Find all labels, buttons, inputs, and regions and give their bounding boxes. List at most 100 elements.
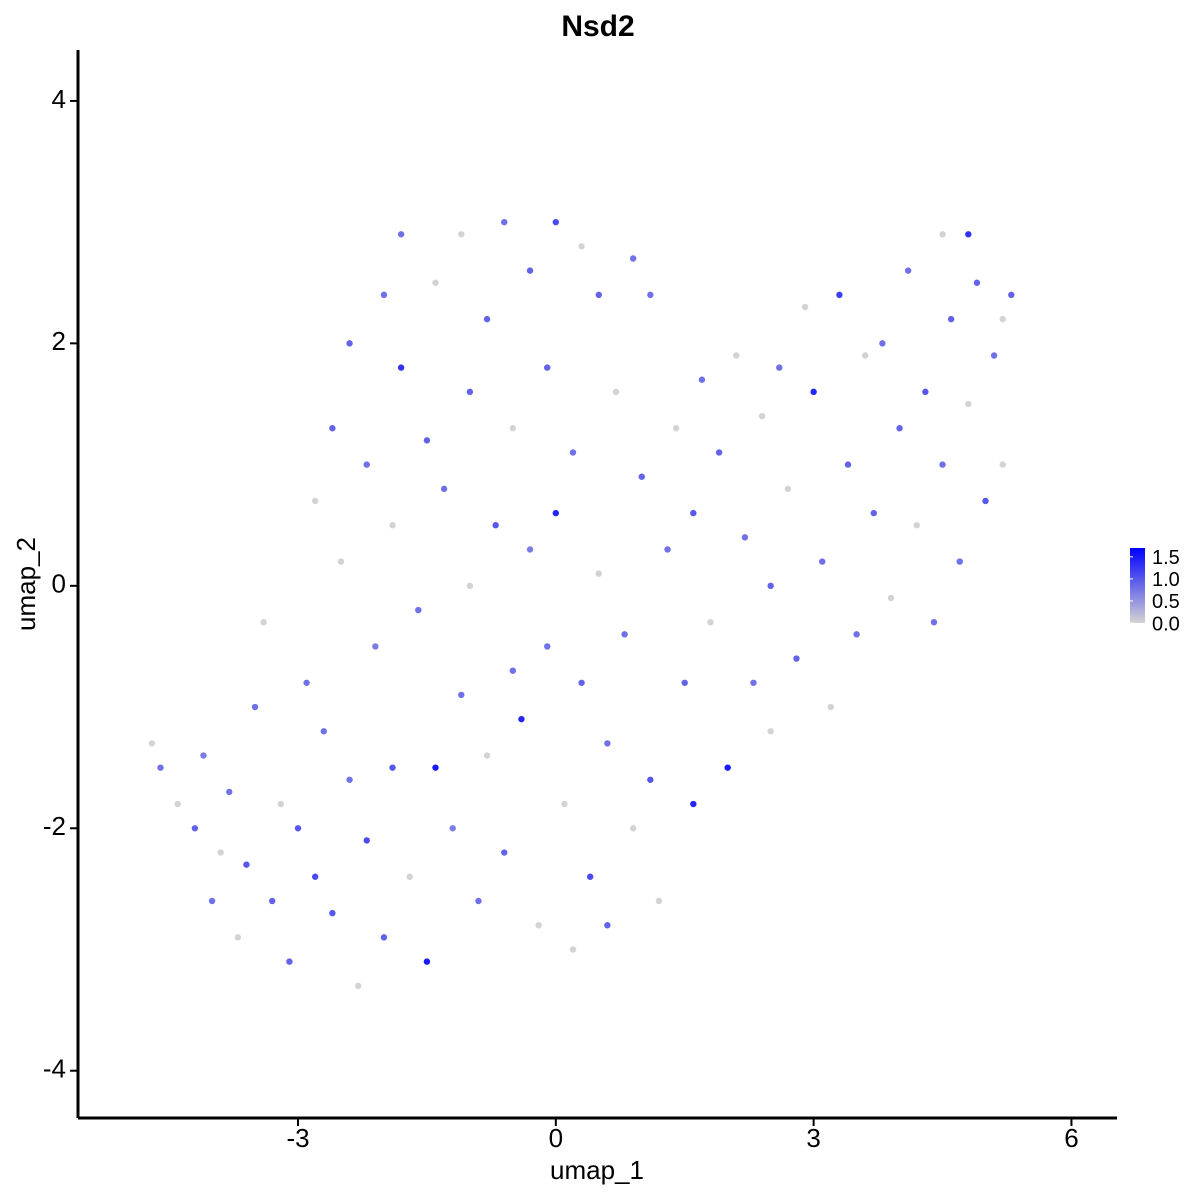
point xyxy=(578,679,585,686)
point xyxy=(586,873,594,880)
point xyxy=(415,606,422,614)
y-tick-label: 4 xyxy=(52,84,66,114)
point xyxy=(509,667,517,674)
colorbar-tick-label: 1.5 xyxy=(1152,547,1180,569)
point xyxy=(681,679,688,686)
point xyxy=(458,231,465,238)
point xyxy=(647,776,654,783)
point xyxy=(715,449,723,456)
point xyxy=(311,497,319,505)
point xyxy=(518,715,525,723)
point xyxy=(793,655,800,662)
points xyxy=(148,218,1015,990)
point xyxy=(466,582,474,590)
x-tick-label: 0 xyxy=(549,1123,563,1153)
point xyxy=(294,825,302,832)
point xyxy=(647,291,654,299)
point xyxy=(844,461,852,468)
point xyxy=(389,764,396,771)
point xyxy=(432,279,439,286)
point xyxy=(621,631,628,638)
point xyxy=(561,800,568,808)
point xyxy=(380,291,388,299)
point xyxy=(526,546,534,553)
point xyxy=(234,934,242,941)
point xyxy=(483,752,491,759)
point xyxy=(956,558,963,565)
point xyxy=(861,352,869,359)
x-tick-label: 3 xyxy=(806,1123,820,1153)
point xyxy=(286,958,293,965)
point xyxy=(982,497,989,505)
point xyxy=(965,400,972,408)
point xyxy=(741,534,749,541)
point xyxy=(819,558,826,565)
point xyxy=(423,958,431,965)
point xyxy=(604,740,611,747)
point xyxy=(922,388,929,396)
point xyxy=(569,946,577,953)
point xyxy=(887,594,895,602)
point xyxy=(750,679,757,686)
point xyxy=(329,425,336,432)
x-tick-label: -3 xyxy=(286,1123,309,1153)
point xyxy=(311,873,319,880)
axes: -3 0 3 6 -4 -2 0 2 4 xyxy=(43,50,1117,1153)
point xyxy=(501,849,508,856)
point xyxy=(904,267,912,274)
point xyxy=(363,837,370,844)
point xyxy=(836,291,843,299)
point xyxy=(458,691,465,699)
point xyxy=(733,352,740,359)
point xyxy=(397,364,405,371)
point xyxy=(990,352,998,359)
point xyxy=(870,509,877,517)
point xyxy=(243,861,250,868)
point xyxy=(423,437,431,444)
point xyxy=(329,909,336,917)
point xyxy=(251,703,259,711)
point xyxy=(930,618,938,626)
point xyxy=(483,315,491,323)
point xyxy=(612,388,620,396)
point xyxy=(544,364,551,371)
x-tick-label: 6 xyxy=(1064,1123,1078,1153)
point xyxy=(526,267,534,274)
y-tick-label: 0 xyxy=(52,569,66,599)
point xyxy=(320,728,327,735)
point xyxy=(655,897,663,905)
chart-title: Nsd2 xyxy=(561,10,634,43)
point xyxy=(939,461,946,468)
point xyxy=(260,618,267,626)
point xyxy=(595,291,602,299)
point xyxy=(492,522,499,529)
point xyxy=(965,231,972,238)
point xyxy=(449,825,456,832)
point xyxy=(776,364,783,371)
point xyxy=(690,800,697,808)
point xyxy=(552,509,560,517)
point xyxy=(208,897,216,905)
point xyxy=(724,764,731,771)
x-axis-label: umap_1 xyxy=(550,1155,644,1185)
point xyxy=(475,897,482,905)
point xyxy=(638,473,645,480)
point xyxy=(501,218,508,226)
point xyxy=(346,340,353,347)
point xyxy=(466,388,474,396)
point xyxy=(303,679,310,686)
point xyxy=(578,243,585,250)
point xyxy=(758,412,766,420)
point xyxy=(690,509,697,517)
point xyxy=(157,764,164,771)
point xyxy=(767,728,774,735)
point xyxy=(973,279,981,286)
point xyxy=(277,800,285,808)
point xyxy=(801,303,809,311)
point xyxy=(363,461,370,468)
point xyxy=(226,788,233,796)
point xyxy=(664,546,671,553)
point xyxy=(595,570,602,577)
